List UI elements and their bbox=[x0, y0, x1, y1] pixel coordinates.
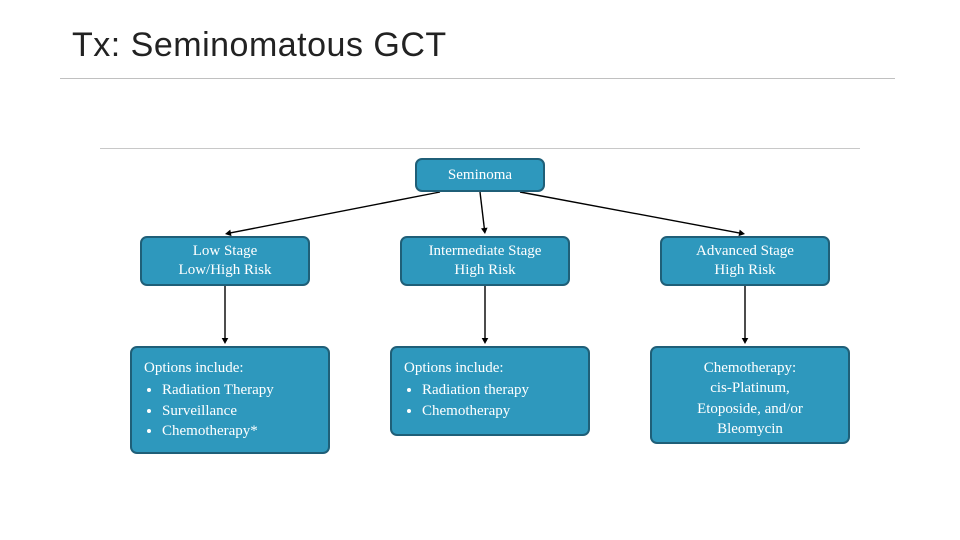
slide-title: Tx: Seminomatous GCT bbox=[72, 26, 447, 65]
node-stage-low: Low StageLow/High Risk bbox=[140, 236, 310, 286]
slide: Tx: Seminomatous GCT Seminoma Low StageLo… bbox=[0, 0, 960, 540]
node-stage-int: Intermediate StageHigh Risk bbox=[400, 236, 570, 286]
node-options-opt-int: Options include:Radiation therapyChemoth… bbox=[390, 346, 590, 436]
node-options-opt-low: Options include:Radiation TherapySurveil… bbox=[130, 346, 330, 454]
node-options-opt-adv: Chemotherapy:cis-Platinum,Etoposide, and… bbox=[650, 346, 850, 444]
chart-divider bbox=[100, 148, 860, 149]
title-underline bbox=[60, 78, 895, 79]
node-stage-adv: Advanced StageHigh Risk bbox=[660, 236, 830, 286]
node-root: Seminoma bbox=[415, 158, 545, 192]
flowchart: Seminoma Low StageLow/High Risk Intermedia… bbox=[100, 148, 860, 488]
